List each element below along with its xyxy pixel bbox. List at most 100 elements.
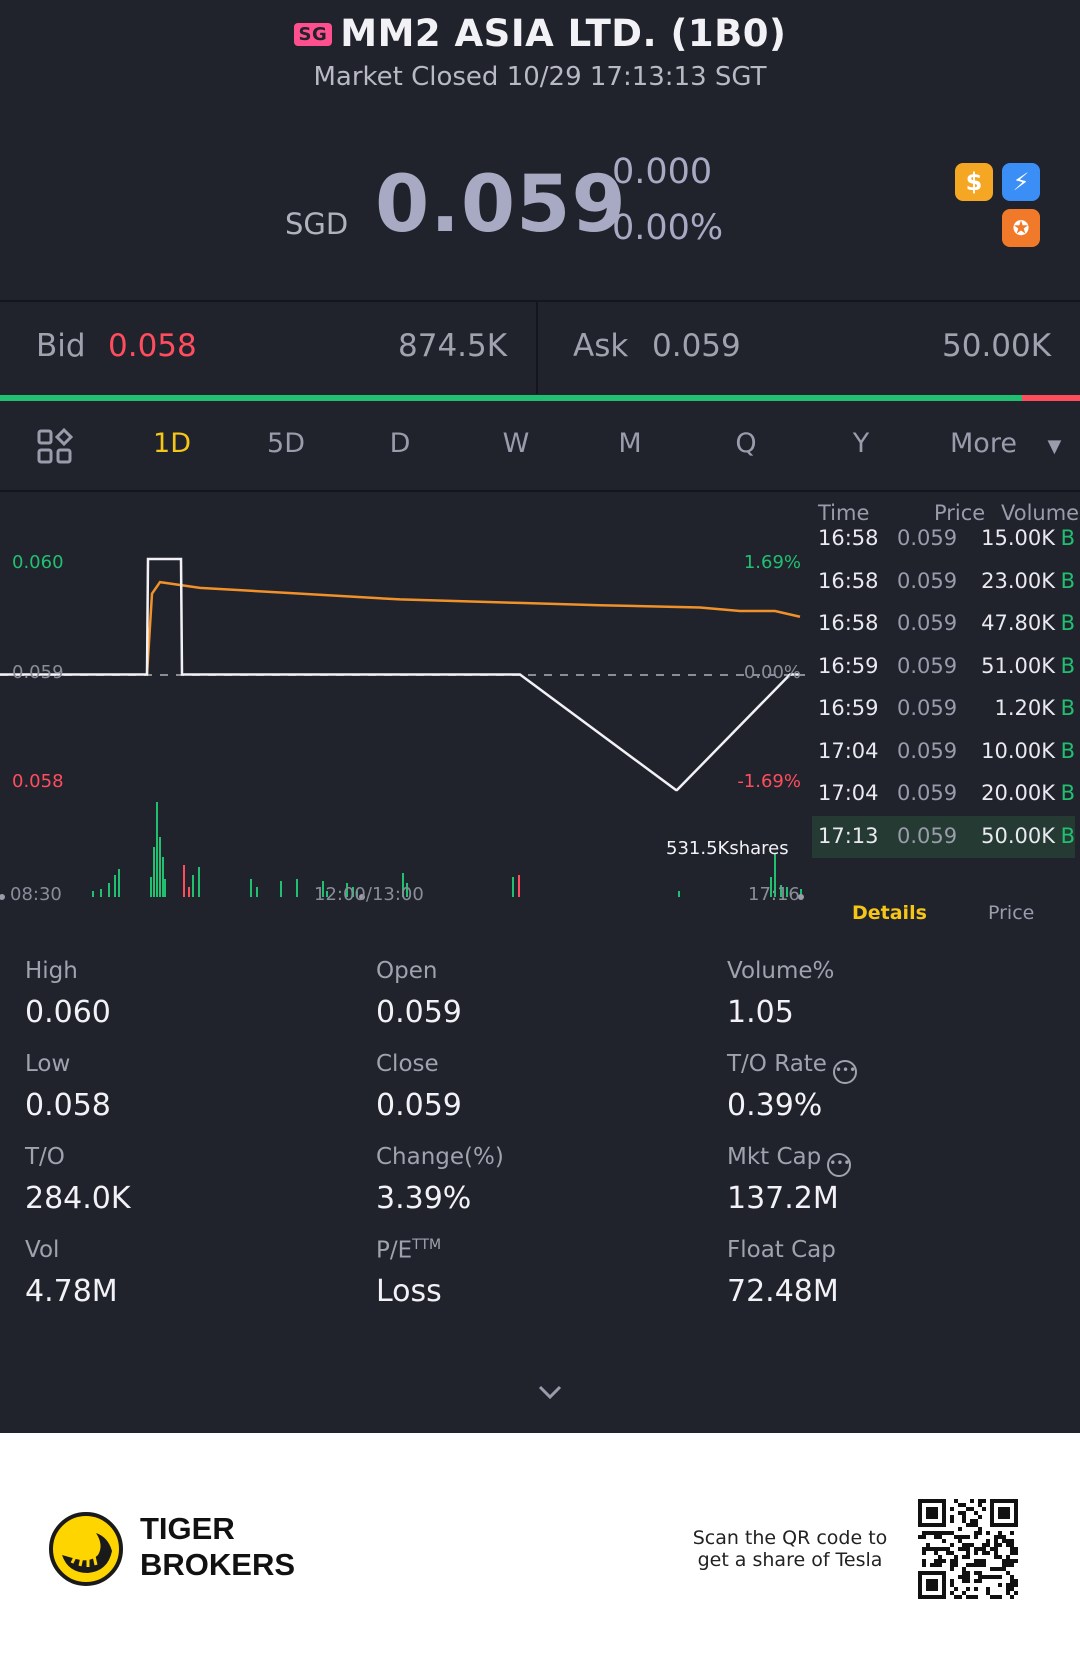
stat-volpct-label: Volume% (727, 958, 835, 984)
trade-price: 0.059 (897, 823, 958, 848)
volume-bar (356, 891, 358, 897)
trade-volume: 15.00K (981, 526, 1055, 550)
volume-bar (92, 891, 94, 897)
stat-close-value: 0.059 (376, 1088, 462, 1123)
expand-chevron-icon[interactable] (536, 1382, 564, 1406)
tab-5d[interactable]: 5D (267, 428, 305, 459)
volume-bar (296, 879, 298, 897)
axis-dot (359, 894, 365, 900)
market-status: Market Closed 10/29 17:13:13 SGT (313, 62, 767, 92)
tab-price[interactable]: Price (988, 902, 1035, 924)
volume-bar (150, 877, 152, 897)
y-tick-pct-mid: 0.00% (743, 662, 801, 683)
volume-bar (164, 879, 166, 897)
stat-volpct-value: 1.05 (727, 995, 794, 1030)
trade-time: 17:04 (818, 781, 879, 805)
dropdown-arrow-icon: ▼ (1047, 436, 1062, 457)
promo-line2: get a share of Tesla (697, 1549, 883, 1571)
stock-title: SG MM2 ASIA LTD. (1B0) (0, 12, 1080, 55)
stat-close-label: Close (376, 1051, 439, 1077)
margin-icon[interactable]: ✪ (1002, 209, 1040, 247)
tab-y[interactable]: Y (852, 428, 870, 459)
layout-grid-icon[interactable] (36, 427, 74, 470)
stat-open-value: 0.059 (376, 995, 462, 1030)
stat-to-label: T/O (25, 1144, 65, 1170)
bid-volume-bar (0, 395, 1022, 401)
y-tick-mid: 0.059 (12, 662, 64, 683)
volume-bar (256, 887, 258, 897)
y-tick-pct-low: -1.69% (737, 771, 801, 792)
volume-bar (192, 875, 194, 897)
trade-time: 17:04 (818, 738, 879, 763)
volume-label: 531.5Kshares (666, 838, 789, 859)
bid-size: 874.5K (398, 328, 508, 364)
intraday-chart[interactable]: 0.060 0.059 0.058 1.69% 0.00% -1.69% 531… (0, 492, 805, 912)
trade-volume: 1.20K (994, 696, 1055, 720)
tab-1d[interactable]: 1D (153, 428, 191, 459)
tab-more-label: More (950, 428, 1017, 459)
volume-bar (156, 802, 158, 897)
stat-tor-label-text: T/O Rate (727, 1051, 827, 1077)
trade-volume: 10.00K (981, 738, 1055, 763)
stat-open-label: Open (376, 958, 438, 984)
stat-low-value: 0.058 (25, 1088, 111, 1123)
tab-w[interactable]: W (502, 428, 530, 459)
x-tick-start: 08:30 (10, 884, 62, 905)
volume-bar (118, 869, 120, 897)
volume-bar (250, 879, 252, 897)
volume-bars (92, 802, 802, 897)
y-tick-low: 0.058 (12, 771, 64, 792)
volume-bar (159, 837, 161, 897)
stat-mktcap-label: Mkt Cap ••• (727, 1144, 852, 1177)
trade-side: B (1060, 823, 1075, 848)
trade-time: 16:58 (818, 526, 879, 550)
trade-side: B (1060, 526, 1075, 550)
stat-tor-label: T/O Rate ••• (727, 1051, 857, 1084)
trades-header-volume: Volume (1001, 501, 1080, 525)
trade-time: 16:59 (818, 653, 879, 678)
trade-side: B (1060, 611, 1075, 635)
volume-bar (346, 883, 348, 897)
stat-mktcap-value: 137.2M (727, 1181, 839, 1216)
volume-bar (352, 887, 354, 897)
more-info-icon[interactable]: ••• (832, 1060, 857, 1084)
volume-bar (100, 889, 102, 897)
tab-more[interactable]: More ▼ (950, 428, 1061, 459)
more-info-icon[interactable]: ••• (827, 1153, 852, 1177)
trade-side: B (1060, 781, 1075, 805)
trade-time: 16:58 (818, 611, 879, 635)
tab-details[interactable]: Details (852, 902, 927, 924)
stat-mktcap-label-text: Mkt Cap (727, 1144, 822, 1170)
price-line (0, 557, 800, 792)
trade-time: 16:58 (818, 568, 879, 593)
volume-bar (114, 875, 116, 897)
stat-high-value: 0.060 (25, 995, 111, 1030)
trade-price: 0.059 (897, 611, 958, 635)
tab-d[interactable]: D (389, 428, 411, 459)
brand-line1: TIGER (140, 1511, 235, 1546)
y-tick-pct-high: 1.69% (743, 552, 801, 573)
trade-row: 16:59 0.059 1.20K B (812, 688, 1075, 730)
trade-price: 0.059 (897, 781, 958, 805)
lightning-icon[interactable]: ⚡ (1002, 163, 1040, 201)
dollar-icon[interactable]: $ (955, 163, 993, 201)
trade-volume: 20.00K (981, 781, 1055, 805)
bid-label: Bid (36, 328, 86, 364)
tab-m[interactable]: M (618, 428, 642, 459)
volume-bar (183, 865, 185, 897)
volume-bar (326, 891, 328, 897)
volume-bar (198, 867, 200, 897)
trade-row: 16:58 0.059 23.00K B (812, 561, 1075, 603)
trade-side: B (1060, 653, 1075, 678)
trade-price: 0.059 (897, 696, 958, 720)
trade-side: B (1060, 696, 1075, 720)
promo-line1: Scan the QR code to (692, 1527, 888, 1549)
trade-row: 16:59 0.059 51.00K B (812, 646, 1075, 688)
ask-price: 0.059 (652, 328, 741, 364)
volume-bar (188, 887, 190, 897)
trade-volume: 51.00K (981, 653, 1055, 678)
trade-price: 0.059 (897, 653, 958, 678)
trade-time: 17:13 (818, 823, 879, 848)
tab-q[interactable]: Q (735, 428, 757, 459)
volume-bar (108, 883, 110, 897)
